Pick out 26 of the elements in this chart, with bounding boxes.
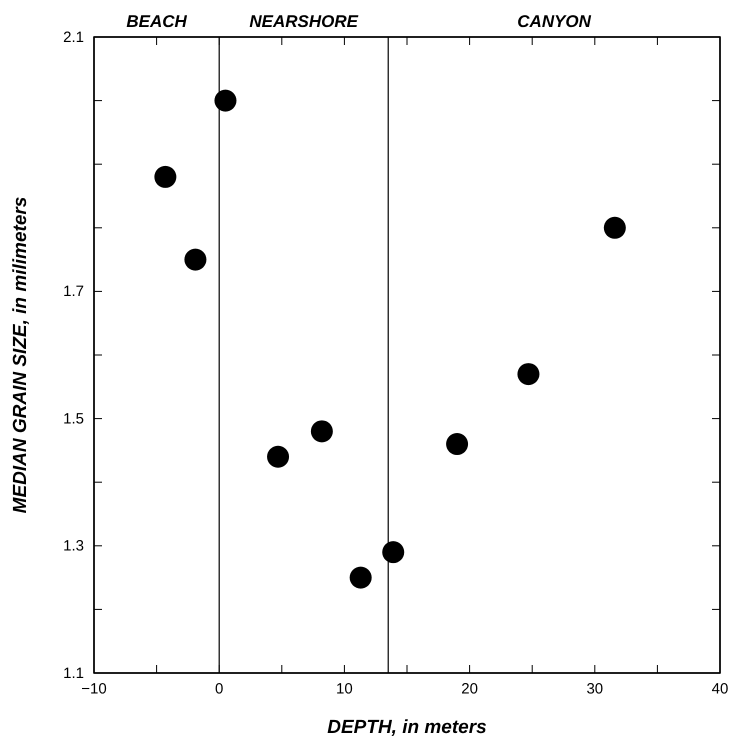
y-tick-label: 1.3 (63, 538, 84, 555)
point (604, 216, 626, 239)
point (382, 541, 404, 564)
point (184, 248, 206, 271)
x-tick-label: 30 (586, 680, 604, 698)
point (267, 446, 290, 468)
x-tick-label: 40 (712, 680, 728, 698)
point (350, 566, 372, 589)
y-tick-label: 1.1 (63, 664, 84, 682)
text: BEACH (126, 12, 188, 31)
y-axis-title: MEDIAN GRAIN SIZE, in milimeters (10, 196, 31, 514)
x-tick-label: 20 (461, 680, 478, 698)
x-tick-label: −10 (81, 680, 107, 698)
point (446, 433, 468, 456)
x-tick-label: 0 (215, 680, 224, 698)
x-axis-title: DEPTH, in meters (327, 717, 487, 738)
x-tick-label: 10 (336, 680, 353, 698)
point (517, 363, 540, 386)
point (154, 166, 176, 188)
y-tick-label: 1.7 (63, 283, 84, 300)
text: NEARSHORE (249, 12, 359, 31)
point (214, 90, 236, 112)
y-tick-label: 1.5 (63, 410, 84, 428)
y-tick-label: 2.1 (63, 28, 84, 46)
text: CANYON (517, 12, 592, 31)
point (310, 420, 333, 442)
